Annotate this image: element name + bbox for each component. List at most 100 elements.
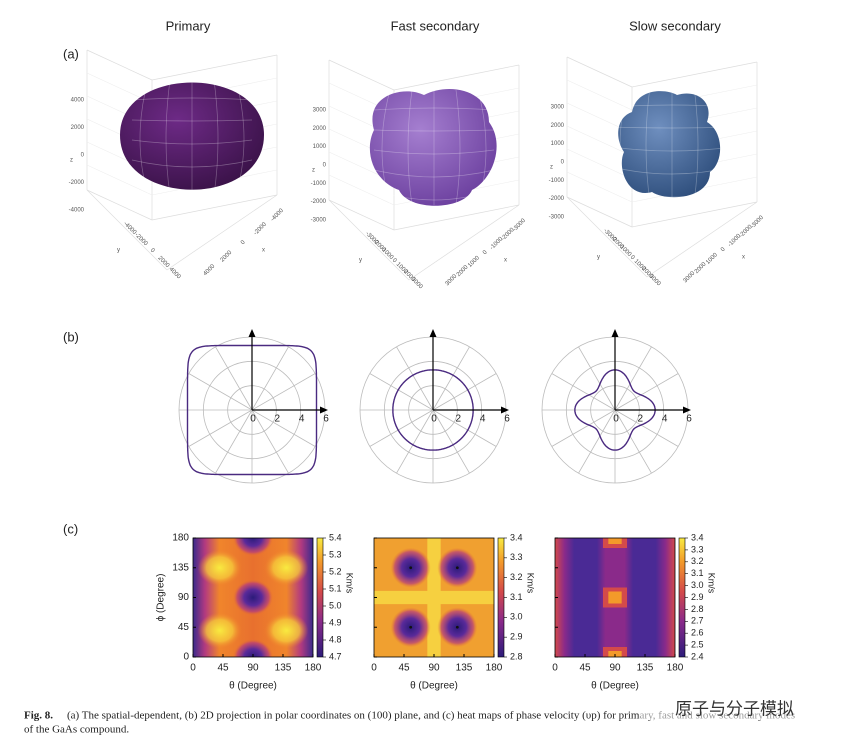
x-tick-label: 0 <box>240 239 247 246</box>
arrow-head <box>429 329 437 337</box>
z-tick-label: 2000 <box>313 126 327 132</box>
polar-spoke <box>578 346 616 411</box>
x-axis-label: θ (Degree) <box>410 681 458 692</box>
r-tick-label: 4 <box>662 414 668 425</box>
y-tick-label: 135 <box>172 562 189 573</box>
axis-name: y <box>117 248 120 254</box>
colorbar-tick-label: 5.0 <box>329 600 342 610</box>
x-tick-label: 135 <box>637 663 654 674</box>
polar-spoke <box>614 373 679 411</box>
r-tick-label: 0 <box>613 414 619 425</box>
surface-mesh <box>373 107 495 111</box>
arrow-head <box>501 406 509 414</box>
x-tick-label: 180 <box>486 663 503 674</box>
z-tick-label: -4000 <box>69 208 85 214</box>
polar-spoke <box>188 373 253 411</box>
heatmap-dot <box>409 625 413 629</box>
surface-mesh <box>373 169 495 178</box>
heatmap-square <box>608 591 622 604</box>
colorbar-tick-label: 3.0 <box>691 580 704 590</box>
polar-plot <box>178 329 328 484</box>
box-grid <box>328 174 395 206</box>
x-tick-label: 0 <box>371 663 377 674</box>
polar-curve <box>392 369 474 451</box>
z-tick-label: 2000 <box>71 125 85 131</box>
x-axis-label: θ (Degree) <box>591 681 639 692</box>
y-tick-label: 0 <box>183 652 189 663</box>
r-tick-label: 6 <box>504 414 510 425</box>
x-tick-label: -2000 <box>253 221 269 237</box>
r-tick-label: 0 <box>250 414 256 425</box>
polar-spoke <box>614 409 679 447</box>
polar-spoke <box>369 373 434 411</box>
surface-mesh <box>165 79 171 196</box>
polar-spoke <box>396 409 434 474</box>
heatmap-blob <box>264 549 309 586</box>
y-tick-label: 90 <box>178 592 190 603</box>
polar-plot <box>541 329 691 484</box>
colorbar-tick-label: 3.4 <box>691 532 704 542</box>
colorbar <box>316 537 324 658</box>
surface <box>618 91 721 198</box>
heatmap <box>554 537 688 658</box>
surface-mesh <box>611 104 733 108</box>
panel-label: (c) <box>63 521 78 536</box>
polar-spoke <box>215 409 253 474</box>
colorbar-tick-label: 4.8 <box>329 634 342 644</box>
x-tick-label: 90 <box>247 663 259 674</box>
polar-curve <box>186 344 318 476</box>
x-tick-label: 0 <box>720 246 727 253</box>
polar-spoke <box>215 346 253 411</box>
heatmap-blob <box>264 612 309 649</box>
panel-label: (b) <box>63 329 79 344</box>
surface-plot <box>86 49 278 271</box>
colorbar-tick-label: 2.5 <box>691 639 704 649</box>
box-line <box>86 189 153 221</box>
box-line <box>151 54 278 81</box>
axis-name: y <box>597 255 600 261</box>
caption-text: of the GaAs compound. <box>24 724 129 736</box>
box-line <box>166 194 278 271</box>
box-line <box>566 196 633 228</box>
surface-plot <box>328 59 520 281</box>
x-tick-label: 135 <box>275 663 292 674</box>
colorbar-tick-label: 3.4 <box>510 532 523 542</box>
surface-mesh <box>131 179 253 191</box>
arrow-head <box>611 329 619 337</box>
x-tick-label: 45 <box>217 663 229 674</box>
surface-mesh <box>645 86 651 203</box>
colorbar-tick-label: 2.8 <box>510 651 523 661</box>
axis-name: x <box>742 255 745 261</box>
heatmap-field <box>555 538 675 657</box>
z-tick-label: 2000 <box>551 123 565 129</box>
x-axis-label: θ (Degree) <box>229 681 277 692</box>
axis-name: x <box>262 248 265 254</box>
surface-mesh <box>381 89 391 206</box>
polar-spoke <box>432 346 470 411</box>
surface-mesh <box>373 149 495 155</box>
y-tick-label: 0 <box>629 255 636 262</box>
box-line <box>631 201 758 228</box>
box-line <box>408 204 520 281</box>
heatmap-blob <box>197 549 242 586</box>
r-tick-label: 4 <box>299 414 305 425</box>
colorbar-tick-label: 3.3 <box>691 544 704 554</box>
heatmap-field <box>193 538 313 657</box>
heatmap-blob <box>197 612 242 649</box>
colorbar-unit: Km/s <box>526 573 536 594</box>
watermark: 原子与分子模拟 <box>675 699 794 718</box>
polar-curve <box>574 369 656 451</box>
surface-mesh <box>373 189 495 201</box>
polar-spoke <box>432 373 497 411</box>
colorbar-tick-label: 3.1 <box>691 568 704 578</box>
polar-spoke <box>432 409 497 447</box>
z-tick-label: 1000 <box>313 144 327 150</box>
r-tick-label: 0 <box>431 414 437 425</box>
box-line <box>328 199 395 231</box>
axis-name: z <box>70 158 73 164</box>
axis-name: y <box>359 258 362 264</box>
box-line <box>328 59 395 91</box>
surface-mesh <box>611 186 733 198</box>
y-tick-label: 4000 <box>168 267 182 281</box>
